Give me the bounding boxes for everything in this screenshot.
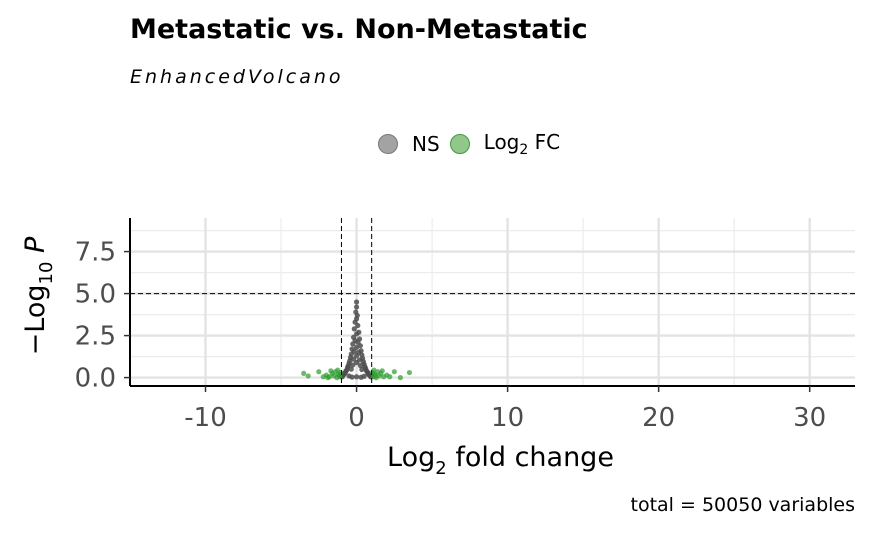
data-point-ns: [348, 366, 354, 372]
legend-key-ns-icon: [378, 134, 398, 154]
data-point-log2fc: [328, 368, 334, 374]
data-point-ns: [353, 331, 360, 337]
data-point-ns: [349, 374, 355, 380]
data-point-log2fc: [406, 369, 413, 376]
data-point-ns: [353, 344, 360, 350]
caption-total-variables: total = 50050 variables: [630, 494, 855, 516]
data-point-log2fc: [320, 374, 326, 380]
data-point-ns: [353, 304, 360, 310]
data-point-ns: [351, 326, 357, 332]
y-tick-label: 7.5: [75, 238, 116, 268]
data-point-log2fc: [336, 372, 342, 379]
x-tick-label: -10: [184, 403, 226, 433]
y-tick-label: 2.5: [75, 322, 116, 352]
chart-subtitle: EnhancedVolcano: [130, 66, 344, 88]
x-tick-label: 20: [642, 403, 675, 433]
legend-item-log2fc: Log2 FC: [449, 130, 561, 158]
data-point-ns: [350, 341, 356, 347]
data-point-ns: [350, 362, 356, 368]
chart-title: Metastatic vs. Non-Metastatic: [130, 14, 588, 45]
x-tick-label: 30: [793, 403, 826, 433]
x-tick-label: 0: [348, 403, 365, 433]
data-point-log2fc: [387, 374, 393, 380]
data-point-ns: [357, 362, 363, 369]
data-point-log2fc: [391, 369, 397, 375]
data-point-ns: [353, 353, 360, 359]
legend-key-log2fc-icon: [449, 134, 470, 154]
legend-item-ns: NS: [378, 132, 440, 156]
data-point-log2fc: [325, 375, 331, 381]
legend-label-ns: NS: [412, 132, 440, 156]
x-axis-title: Log2 fold change: [387, 442, 614, 479]
data-point-ns: [359, 366, 365, 373]
x-tick-label: 10: [491, 403, 524, 433]
data-point-ns: [355, 322, 361, 329]
data-point-log2fc: [397, 375, 403, 381]
data-point-log2fc: [335, 367, 341, 373]
legend-label-log2fc: Log2 FC: [483, 130, 561, 158]
data-point-ns: [353, 299, 360, 305]
y-tick-label: 5.0: [75, 280, 116, 310]
data-point-log2fc: [301, 370, 307, 376]
data-point-ns: [358, 374, 364, 380]
data-point-log2fc: [305, 373, 311, 379]
y-tick-label: 0.0: [75, 364, 116, 394]
data-point-ns: [353, 374, 360, 380]
legend: NS Log2 FC: [378, 128, 570, 160]
y-axis-title: −Log10 P: [20, 236, 57, 355]
data-point-ns: [353, 359, 360, 366]
data-point-log2fc: [379, 368, 385, 374]
data-point-log2fc: [372, 372, 379, 379]
data-point-log2fc: [316, 369, 322, 375]
data-point-log2fc: [371, 367, 377, 373]
